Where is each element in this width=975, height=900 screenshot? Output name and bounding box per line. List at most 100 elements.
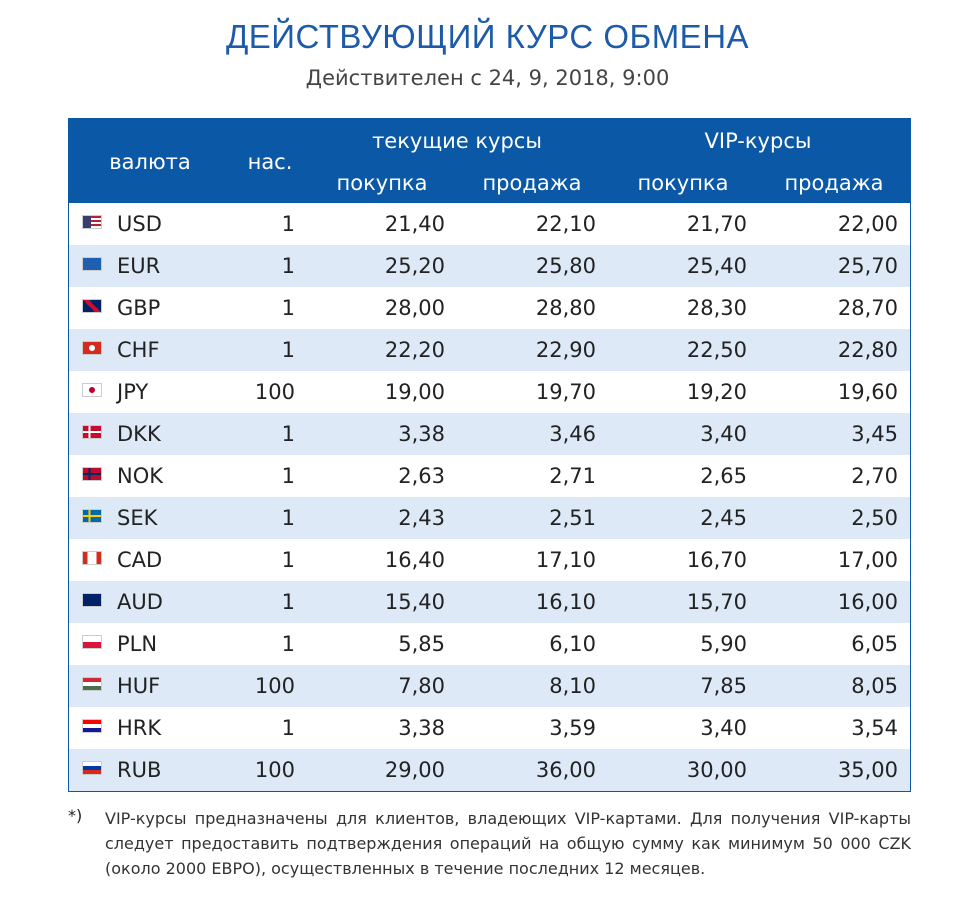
rate-cell: 16,00 [837, 590, 898, 614]
currency-code: SEK [117, 506, 158, 530]
subtitle: Действителен с 24, 9, 2018, 9:00 [305, 66, 670, 90]
header-cell: нас. [247, 150, 293, 174]
table-row: EUR 1 25,20 25,80 25,40 25,70 [69, 245, 910, 287]
table-row: SEK 1 2,43 2,51 2,45 2,50 [69, 497, 910, 539]
rate-cell: 22,20 [384, 338, 445, 362]
table-row: HRK 1 3,38 3,59 3,40 3,54 [69, 707, 910, 749]
rate-cell: 3,40 [700, 716, 747, 740]
header-cell: продажа [482, 171, 582, 195]
header-cell: покупка [336, 171, 428, 195]
rate-cell: 6,10 [549, 632, 596, 656]
rate-cell: 1 [281, 632, 295, 656]
rate-cell: 3,46 [549, 422, 596, 446]
rate-cell: 2,65 [700, 464, 747, 488]
table-row: RUB 100 29,00 36,00 30,00 35,00 [69, 749, 910, 791]
header-cell: продажа [784, 171, 884, 195]
flag-icon [82, 425, 102, 439]
table-row: JPY 100 19,00 19,70 19,20 19,60 [69, 371, 910, 413]
rate-cell: 21,40 [384, 212, 445, 236]
flag-icon [82, 257, 102, 271]
currency-code: EUR [117, 254, 161, 278]
title: ДЕЙСТВУЮЩИЙ КУРС ОБМЕНА [225, 18, 750, 55]
flag-icon [82, 299, 102, 313]
flag-icon [82, 677, 102, 691]
rate-cell: 3,54 [851, 716, 898, 740]
currency-code: CAD [117, 548, 163, 572]
rate-cell: 6,05 [851, 632, 898, 656]
flag-icon [82, 761, 102, 775]
rate-cell: 17,10 [535, 548, 596, 572]
rate-cell: 100 [254, 380, 295, 404]
rate-cell: 8,05 [851, 674, 898, 698]
rate-cell: 22,90 [535, 338, 596, 362]
currency-code: USD [117, 212, 162, 236]
currency-code: JPY [117, 380, 149, 404]
rate-cell: 2,43 [398, 506, 445, 530]
currency-code: CHF [117, 338, 160, 362]
rate-cell: 22,10 [535, 212, 596, 236]
table-row: CAD 1 16,40 17,10 16,70 17,00 [69, 539, 910, 581]
rate-cell: 3,45 [851, 422, 898, 446]
currency-code: DKK [117, 422, 161, 446]
table-row: USD 1 21,40 22,10 21,70 22,00 [69, 203, 910, 245]
table-row: AUD 1 15,40 16,10 15,70 16,00 [69, 581, 910, 623]
rate-cell: 1 [281, 422, 295, 446]
rate-cell: 16,10 [535, 590, 596, 614]
rate-cell: 16,40 [384, 548, 445, 572]
rate-cell: 25,40 [686, 254, 747, 278]
rate-cell: 19,00 [384, 380, 445, 404]
table-row: NOK 1 2,63 2,71 2,65 2,70 [69, 455, 910, 497]
flag-icon [82, 593, 102, 607]
rate-cell: 3,38 [398, 716, 445, 740]
rate-cell: 25,20 [384, 254, 445, 278]
rate-cell: 36,00 [535, 758, 596, 782]
rate-cell: 15,40 [384, 590, 445, 614]
rate-cell: 1 [281, 464, 295, 488]
rate-cell: 1 [281, 548, 295, 572]
rate-cell: 19,20 [686, 380, 747, 404]
rate-cell: 8,10 [549, 674, 596, 698]
rate-cell: 3,59 [549, 716, 596, 740]
rate-cell: 3,40 [700, 422, 747, 446]
rate-cell: 21,70 [686, 212, 747, 236]
rate-cell: 2,45 [700, 506, 747, 530]
rate-cell: 29,00 [384, 758, 445, 782]
header-cell: валюта [109, 150, 191, 174]
table-row: HUF 100 7,80 8,10 7,85 8,05 [69, 665, 910, 707]
flag-icon [82, 509, 102, 523]
currency-code: GBP [117, 296, 161, 320]
rate-cell: 5,85 [398, 632, 445, 656]
footnote-marker: *) [68, 806, 83, 825]
header-cell: текущие курсы [372, 129, 542, 153]
header-cell: покупка [637, 171, 729, 195]
table-row: GBP 1 28,00 28,80 28,30 28,70 [69, 287, 910, 329]
flag-icon [82, 215, 102, 229]
rate-cell: 2,50 [851, 506, 898, 530]
rate-cell: 28,70 [837, 296, 898, 320]
rate-cell: 2,51 [549, 506, 596, 530]
flag-icon [82, 635, 102, 649]
currency-code: HRK [117, 716, 162, 740]
table-row: CHF 1 22,20 22,90 22,50 22,80 [69, 329, 910, 371]
rate-cell: 19,70 [535, 380, 596, 404]
rate-cell: 1 [281, 212, 295, 236]
rate-cell: 19,60 [837, 380, 898, 404]
currency-code: RUB [117, 758, 162, 782]
flag-icon [82, 719, 102, 733]
flag-icon [82, 551, 102, 565]
table-body: USD 1 21,40 22,10 21,70 22,00 EUR 1 25,20 25,80 25… [68, 203, 911, 792]
rate-cell: 7,85 [700, 674, 747, 698]
rate-cell: 17,00 [837, 548, 898, 572]
footnote-text: VIP-курсы предназначены для клиентов, вл… [105, 809, 911, 878]
rate-cell: 5,90 [700, 632, 747, 656]
header-cell: VIP-курсы [704, 129, 812, 153]
rate-cell: 25,70 [837, 254, 898, 278]
rate-cell: 1 [281, 506, 295, 530]
flag-icon [82, 383, 102, 397]
table-header: валюта нас. текущие курсы покупка продаж… [68, 118, 911, 203]
rate-cell: 1 [281, 296, 295, 320]
currency-code: PLN [117, 632, 158, 656]
rate-cell: 7,80 [398, 674, 445, 698]
flag-icon [82, 341, 102, 355]
rate-cell: 30,00 [686, 758, 747, 782]
